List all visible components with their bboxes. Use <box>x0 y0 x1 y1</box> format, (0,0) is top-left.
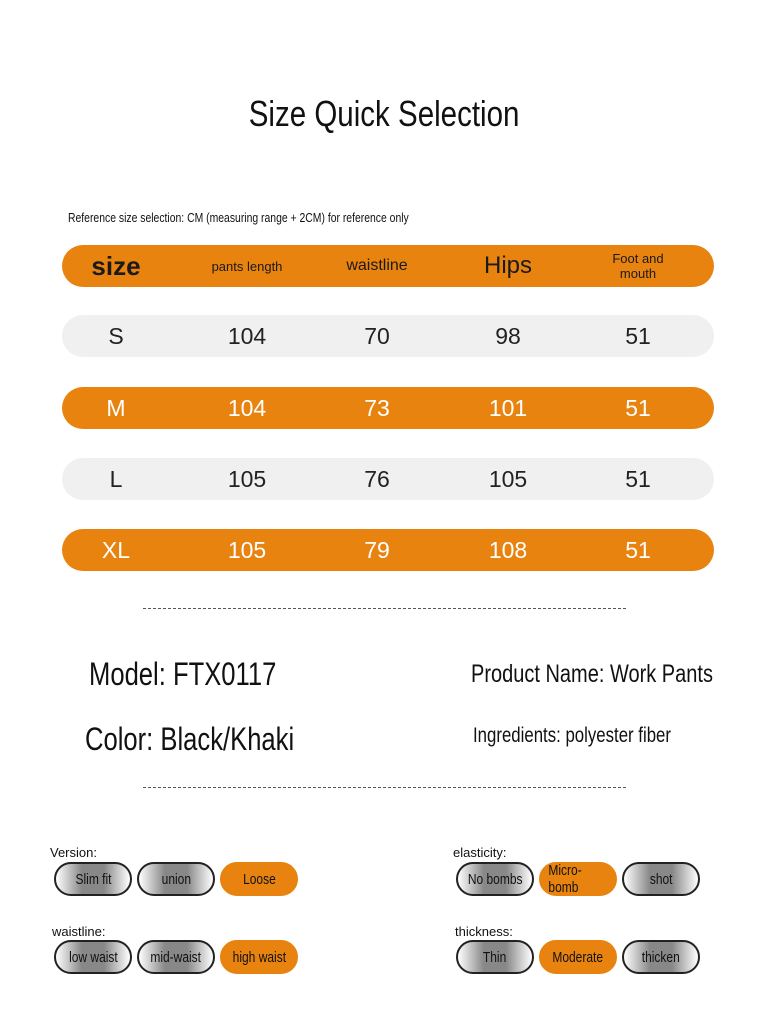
table-cell: 98 <box>495 322 521 349</box>
thickness-option[interactable]: Moderate <box>539 940 617 974</box>
table-cell: 76 <box>364 465 390 492</box>
table-cell: 101 <box>488 394 528 421</box>
thickness-option[interactable]: Thin <box>456 940 534 974</box>
table-cell: 105 <box>227 536 267 563</box>
table-cell: 70 <box>364 322 390 349</box>
reference-note: Reference size selection: CM (measuring … <box>68 210 494 225</box>
table-cell: L <box>109 465 123 492</box>
table-cell: 73 <box>364 394 390 421</box>
option-label: No bombs <box>467 870 523 888</box>
table-header: size pants length waistline Hips Foot an… <box>62 245 714 287</box>
header-hips: Hips <box>483 252 532 279</box>
option-label: Micro-bomb <box>548 862 582 896</box>
color-text: Color: Black/Khaki <box>85 721 295 757</box>
page-title: Size Quick Selection <box>0 93 768 135</box>
table-cell: 105 <box>227 465 267 492</box>
model-label: Model: FTX0117 <box>89 656 323 693</box>
divider <box>143 608 626 609</box>
option-label: Thin <box>483 948 507 966</box>
table-row: S 104 70 98 51 <box>62 315 714 357</box>
table-row: M 104 73 101 51 <box>62 387 714 429</box>
waistline-option[interactable]: high waist <box>220 940 298 974</box>
product-name-text: Product Name: Work Pants <box>471 660 713 688</box>
divider <box>143 787 626 788</box>
version-option[interactable]: Slim fit <box>54 862 132 896</box>
table-cell: XL <box>101 536 131 563</box>
elasticity-option[interactable]: Micro-bomb <box>539 862 617 896</box>
header-size: size <box>91 250 141 281</box>
table-cell: 105 <box>488 465 528 492</box>
elasticity-option[interactable]: No bombs <box>456 862 534 896</box>
waistline-label: waistline: <box>52 924 106 939</box>
option-label: high waist <box>232 948 286 966</box>
model-text: Model: FTX0117 <box>89 656 277 692</box>
table-cell: 51 <box>625 394 651 421</box>
waistline-option[interactable]: low waist <box>54 940 132 974</box>
option-label: low waist <box>68 948 118 966</box>
table-cell: 79 <box>364 536 390 563</box>
header-waistline: waistline <box>346 257 408 274</box>
elasticity-option[interactable]: shot <box>622 862 700 896</box>
header-pants-length: pants length <box>211 258 283 274</box>
thickness-label: thickness: <box>455 924 513 939</box>
table-cell: 104 <box>227 322 267 349</box>
table-cell: 51 <box>625 465 651 492</box>
elasticity-label: elasticity: <box>453 845 507 860</box>
version-label: Version: <box>50 845 97 860</box>
table-cell: 51 <box>625 536 651 563</box>
table-cell: M <box>106 394 126 421</box>
option-label: mid-waist <box>150 948 202 966</box>
option-label: union <box>161 870 191 888</box>
table-row: XL 105 79 108 51 <box>62 529 714 571</box>
option-label: thicken <box>641 948 681 966</box>
table-cell: 104 <box>227 394 267 421</box>
thickness-option[interactable]: thicken <box>622 940 700 974</box>
title-text: Size Quick Selection <box>248 93 520 134</box>
version-option[interactable]: union <box>137 862 215 896</box>
option-label: Loose <box>242 870 276 888</box>
ingredients-text: Ingredients: polyester fiber <box>473 724 671 747</box>
table-cell: S <box>108 322 124 349</box>
option-label: Slim fit <box>75 870 111 888</box>
option-label: Moderate <box>552 948 604 966</box>
option-label: shot <box>649 870 673 888</box>
waistline-option[interactable]: mid-waist <box>137 940 215 974</box>
header-foot-mouth: Foot and mouth <box>612 251 664 281</box>
table-row: L 105 76 105 51 <box>62 458 714 500</box>
note-text: Reference size selection: CM (measuring … <box>68 210 409 225</box>
version-option[interactable]: Loose <box>220 862 298 896</box>
table-cell: 51 <box>625 322 651 349</box>
product-name-label: Product Name: Work Pants <box>471 660 768 689</box>
table-cell: 108 <box>488 536 528 563</box>
ingredients-label: Ingredients: polyester fiber <box>473 724 720 748</box>
color-label: Color: Black/Khaki <box>85 721 346 758</box>
